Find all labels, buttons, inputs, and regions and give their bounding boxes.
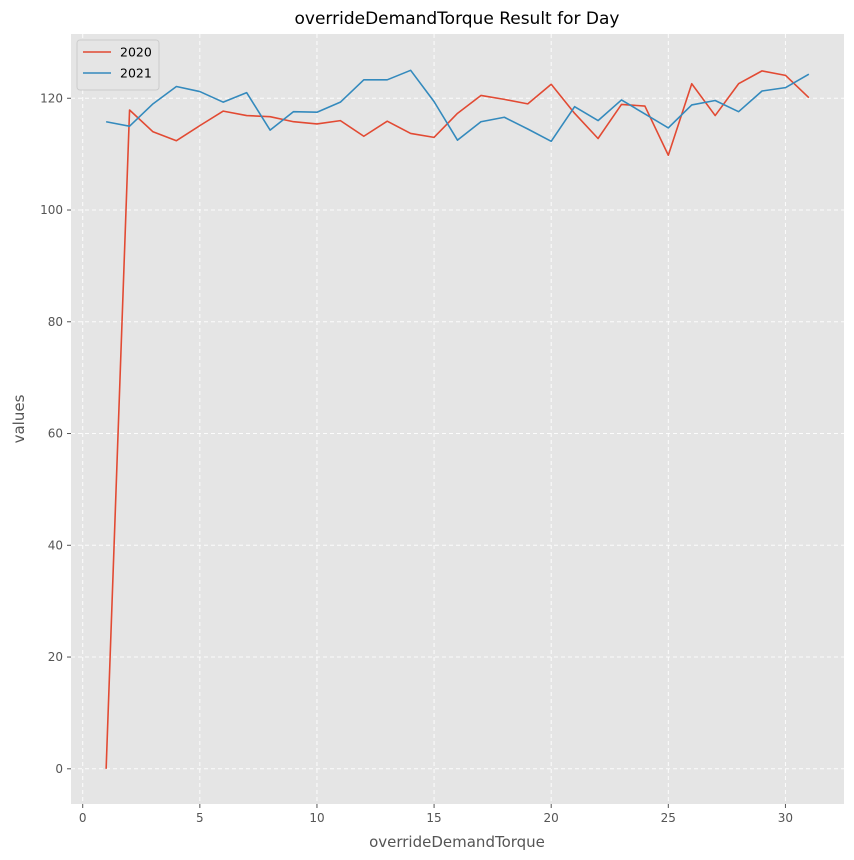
x-axis-ticks: 0 5 10 15 20 25 30 <box>79 804 793 825</box>
x-tick-label: 10 <box>309 811 324 825</box>
y-tick-label: 0 <box>55 762 63 776</box>
y-tick-label: 20 <box>48 650 63 664</box>
y-tick-label: 100 <box>40 203 63 217</box>
x-tick-label: 5 <box>196 811 204 825</box>
y-tick-label: 60 <box>48 427 63 441</box>
x-axis-label: overrideDemandTorque <box>369 833 545 851</box>
y-tick-label: 80 <box>48 315 63 329</box>
legend-label-2020: 2020 <box>120 45 152 60</box>
chart-title: overrideDemandTorque Result for Day <box>295 9 620 29</box>
grid <box>71 34 844 804</box>
legend-label-2021: 2021 <box>120 66 152 81</box>
x-tick-label: 20 <box>544 811 559 825</box>
series-lines <box>105 69 810 769</box>
y-tick-label: 40 <box>48 538 63 552</box>
series-line-2021 <box>105 69 810 143</box>
legend: 2020 2021 <box>76 39 160 91</box>
x-tick-label: 15 <box>426 811 441 825</box>
y-axis-label: values <box>10 394 28 443</box>
series-line-2020 <box>105 70 810 769</box>
y-axis-ticks: 0 20 40 60 80 100 120 <box>40 91 71 776</box>
x-tick-label: 30 <box>778 811 793 825</box>
y-tick-label: 120 <box>40 91 63 105</box>
x-tick-label: 0 <box>79 811 87 825</box>
x-tick-label: 25 <box>661 811 676 825</box>
plot-background <box>71 34 844 804</box>
